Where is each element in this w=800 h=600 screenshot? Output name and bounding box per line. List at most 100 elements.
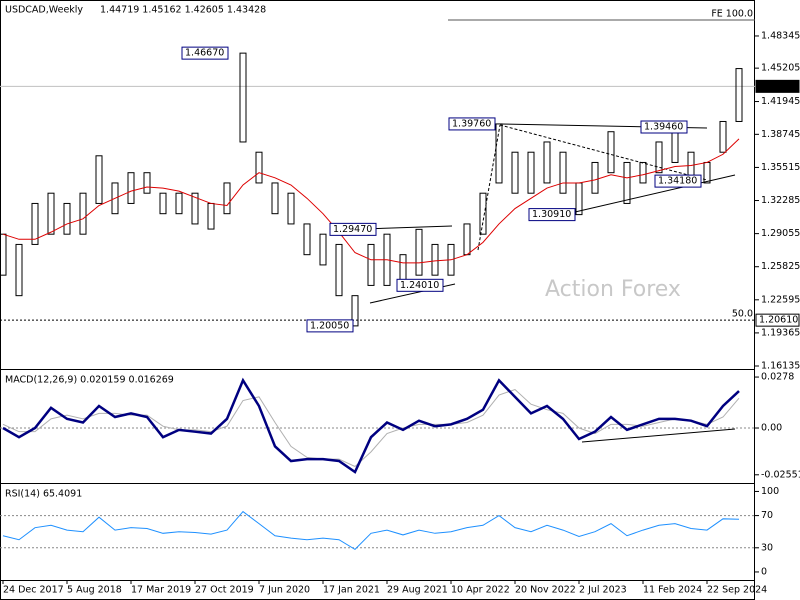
annotation-label: 1.20050 — [310, 320, 349, 331]
annotation-box — [448, 117, 496, 131]
price-box-label: 1.43428 — [759, 81, 798, 92]
x-tick-label: 20 Nov 2022 — [515, 585, 576, 596]
watermark: Action Forex — [545, 277, 681, 302]
y-tick-label: -0.025511 — [761, 469, 800, 480]
price-bar — [47, 192, 55, 235]
panel-title: RSI(14) 65.4091 — [5, 489, 82, 500]
price-bar — [543, 141, 551, 184]
y-tick-label: 1.32285 — [761, 195, 800, 206]
price-bar — [239, 52, 247, 143]
price-bar — [111, 182, 119, 215]
annotation-label: 1.29470 — [333, 224, 372, 235]
x-tick-label: 22 Sep 2024 — [707, 585, 767, 596]
x-tick-label: 2 Jul 2023 — [579, 585, 627, 596]
price-bar — [191, 192, 199, 225]
annotation-label: 1.30910 — [532, 209, 571, 220]
price-bar — [415, 228, 423, 276]
price-bar — [319, 233, 327, 266]
annotation-box — [640, 120, 688, 134]
x-tick-label: 17 Mar 2019 — [131, 585, 191, 596]
indicator-line — [2, 377, 740, 474]
y-tick-label: 1.41945 — [761, 96, 800, 107]
annotation-label: 1.34180 — [658, 176, 697, 187]
price-bar — [127, 172, 135, 204]
annotation-box — [654, 174, 702, 188]
price-bar — [175, 192, 183, 215]
y-tick-label: 1.16135 — [761, 361, 800, 372]
price-bar — [431, 243, 439, 276]
ohlc-header: 1.44719 1.45162 1.42605 1.43428 — [100, 5, 266, 16]
x-tick-label: 7 Jun 2020 — [259, 585, 310, 596]
x-tick-label: 17 Jan 2021 — [323, 585, 380, 596]
x-tick-label: 29 Aug 2021 — [387, 585, 448, 596]
x-tick-label: 27 Oct 2019 — [195, 585, 254, 596]
price-bar — [655, 141, 663, 174]
level-tag: 50.0 — [732, 309, 753, 320]
price-bar — [15, 243, 23, 297]
price-bar — [271, 182, 279, 215]
price-bar — [335, 243, 343, 297]
price-bar — [591, 161, 599, 194]
y-tick-label: 30 — [761, 542, 773, 553]
price-bar — [367, 243, 375, 286]
x-tick-label: 11 Feb 2024 — [643, 585, 702, 596]
price-bar — [623, 161, 631, 204]
price-bar — [559, 151, 567, 194]
price-bar — [63, 202, 71, 235]
y-tick-label: 1.19365 — [761, 327, 800, 338]
price-bar — [495, 123, 503, 184]
price-bar — [575, 182, 583, 216]
price-bar — [607, 131, 615, 174]
annotation-box — [306, 319, 354, 333]
price-bar — [143, 172, 151, 194]
moving-average — [2, 138, 740, 264]
x-tick-label: 5 Aug 2018 — [67, 585, 122, 596]
y-tick-label: 1.48345 — [761, 30, 800, 41]
y-tick-label: 0.0278 — [761, 372, 794, 383]
price-bar — [511, 151, 519, 194]
indicator-line — [2, 510, 740, 551]
price-bar — [95, 155, 103, 204]
price-bar — [735, 68, 743, 122]
y-tick-label: 1.35515 — [761, 162, 800, 173]
price-bar — [207, 202, 215, 230]
price-bar — [287, 192, 295, 225]
y-tick-label: 1.25825 — [761, 261, 800, 272]
price-bar — [351, 295, 359, 327]
y-tick-label: 1.38745 — [761, 129, 800, 140]
annotation-label: 1.24010 — [400, 280, 439, 291]
annotation-box — [528, 208, 576, 222]
y-tick-label: 100 — [761, 486, 779, 497]
panel-title: MACD(12,26,9) 0.020159 0.016269 — [5, 375, 174, 386]
price-bar — [719, 120, 727, 153]
level-tag: FE 100.0 — [711, 9, 753, 20]
y-tick-label: 0 — [761, 566, 767, 577]
annotation-box — [396, 278, 444, 292]
y-tick-label: 70 — [761, 510, 773, 521]
annotation-label: 1.39460 — [644, 122, 683, 133]
price-box — [755, 313, 800, 327]
price-bar — [159, 192, 167, 215]
price-box — [755, 79, 800, 93]
x-tick-label: 10 Apr 2022 — [451, 585, 510, 596]
price-bar — [479, 192, 487, 235]
annotation-box — [329, 222, 377, 236]
price-bar — [303, 223, 311, 256]
price-bar — [31, 202, 39, 245]
y-tick-label: 1.29055 — [761, 228, 800, 239]
annotation-box — [181, 46, 229, 60]
price-box-label: 1.20610 — [759, 315, 798, 326]
price-bar — [527, 151, 535, 194]
x-tick-label: 24 Dec 2017 — [3, 585, 64, 596]
y-tick-label: 0.00 — [761, 423, 782, 434]
price-bar — [255, 151, 263, 184]
price-bar — [463, 223, 471, 256]
annotation-label: 1.39760 — [452, 118, 491, 129]
price-bar — [223, 182, 231, 215]
y-tick-label: 1.45205 — [761, 63, 800, 74]
chart-title: USDCAD,Weekly — [5, 5, 83, 16]
price-bar — [79, 192, 87, 235]
y-tick-label: 1.22595 — [761, 294, 800, 305]
price-bar — [639, 161, 647, 184]
